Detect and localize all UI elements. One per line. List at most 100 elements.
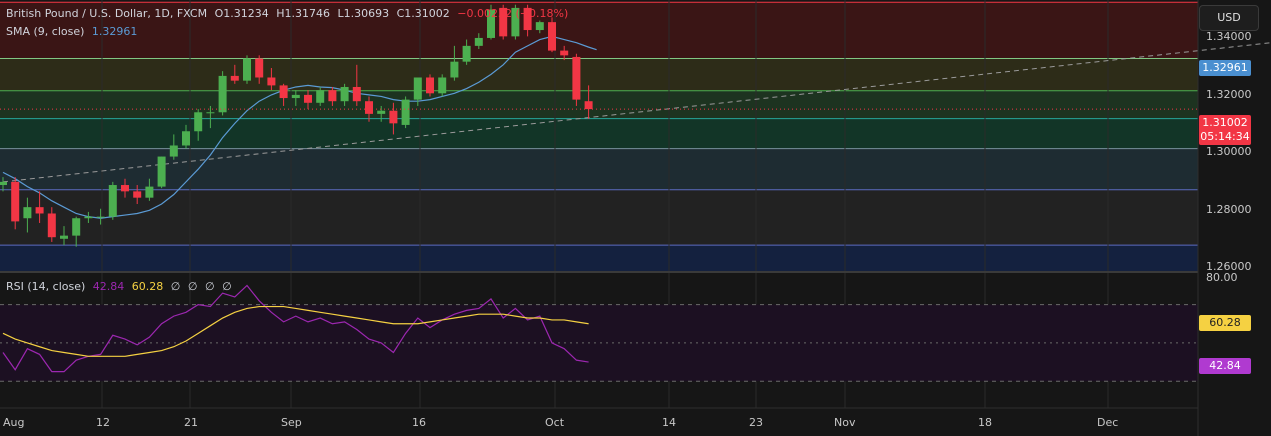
candle-body [389, 110, 398, 124]
candle-body [60, 235, 68, 239]
candle-body [218, 75, 227, 113]
candle-body [523, 7, 532, 31]
candle-body [499, 7, 508, 37]
candle-body [72, 218, 81, 236]
fib-zone-3 [0, 118, 1198, 149]
candle-body [304, 94, 312, 103]
candle-body [413, 77, 422, 100]
high-value: H1.31746 [276, 7, 330, 20]
candle-body [133, 191, 142, 198]
rsi-extra-1: ∅ [170, 280, 181, 293]
time-label-aug: Aug [3, 416, 25, 429]
time-label-dec: Dec [1097, 416, 1119, 429]
candle-body [535, 22, 544, 31]
candle-body [450, 61, 459, 78]
time-label-23: 23 [749, 416, 763, 429]
rsi-extra-2: ∅ [187, 280, 198, 293]
time-label-oct: Oct [545, 416, 565, 429]
change-value: −0.00232 (−0.18%) [457, 7, 569, 20]
rsi-extra-4: ∅ [222, 280, 232, 293]
candle-body [377, 110, 386, 114]
candle-body [182, 131, 190, 146]
candle-body [169, 145, 178, 157]
price-tick-2: 1.32000 [1206, 88, 1252, 101]
candle-body [11, 181, 20, 222]
time-label-nov: Nov [834, 416, 856, 429]
time-label-21: 21 [184, 416, 198, 429]
candle-body [243, 58, 251, 81]
price-tick-4: 1.28000 [1206, 203, 1252, 216]
rsi-legend[interactable]: RSI (14, close) 42.84 60.28 ∅ ∅ ∅ ∅ [6, 280, 236, 293]
candle-body [340, 86, 349, 102]
candle-body [267, 77, 276, 86]
sma-line-group [2, 35, 597, 219]
symbol-legend: British Pound / U.S. Dollar, 1D, FXCM O1… [6, 7, 572, 20]
fib-zone-0 [0, 2, 1198, 59]
sma-line [2, 35, 597, 219]
sma-label: SMA (9, close) [6, 25, 85, 38]
candle-body [157, 156, 166, 187]
symbol-name[interactable]: British Pound / U.S. Dollar, 1D, FXCM [6, 7, 208, 20]
time-label-12: 12 [96, 416, 110, 429]
fib-retracement-zones [0, 1, 1198, 272]
candle-body [560, 50, 569, 56]
sma-legend[interactable]: SMA (9, close) 1.32961 [6, 25, 141, 38]
rsi-ma-value: 60.28 [131, 280, 164, 293]
candle-body [230, 75, 239, 81]
countdown-value: 05:14:34 [1200, 130, 1250, 143]
rsi-tag: 42.84 [1199, 358, 1251, 374]
price-tick-5: 1.26000 [1206, 260, 1252, 273]
candle-body [47, 213, 56, 238]
open-value: O1.31234 [214, 7, 269, 20]
last-price-tag: 1.31002 05:14:34 [1199, 115, 1251, 145]
time-label-18: 18 [978, 416, 992, 429]
low-value: L1.30693 [337, 7, 390, 20]
time-label-16: 16 [412, 416, 426, 429]
fib-zone-2 [0, 90, 1198, 119]
candle-body [96, 216, 105, 218]
candle-body [548, 22, 556, 51]
rsi-ma-line [2, 305, 589, 357]
candle-body [23, 207, 32, 219]
rsi-pane [0, 284, 1198, 409]
rsi-value: 42.84 [92, 280, 125, 293]
currency-button[interactable]: USD [1199, 5, 1259, 31]
rsi-extra-3: ∅ [204, 280, 215, 293]
candle-body [365, 101, 373, 114]
candle-body [328, 90, 337, 102]
sma-price-tag: 1.32961 [1199, 60, 1251, 76]
candle-body [194, 112, 203, 132]
candle-body [35, 207, 44, 214]
candle-body [279, 85, 288, 99]
rsi-tick-80: 80.00 [1206, 271, 1238, 284]
rsi-line [2, 284, 589, 373]
candlestick-series [0, 4, 593, 247]
time-label-14: 14 [662, 416, 676, 429]
candle-body [0, 181, 7, 186]
candle-body [84, 216, 93, 219]
candle-body [121, 185, 129, 192]
candle-body [108, 185, 117, 217]
candle-body [511, 7, 520, 37]
fib-zone-1 [0, 58, 1198, 91]
candle-body [487, 9, 495, 38]
candle-body [426, 77, 434, 94]
candle-body [572, 56, 581, 100]
candle-body [584, 101, 593, 110]
sma-value: 1.32961 [91, 25, 138, 38]
candle-body [316, 90, 325, 103]
price-tick-3: 1.30000 [1206, 145, 1252, 158]
candle-body [474, 37, 483, 46]
candle-body [352, 86, 361, 102]
trend-line [2, 42, 1271, 183]
candle-body [401, 99, 410, 125]
candle-body [206, 112, 215, 114]
candle-body [438, 77, 447, 94]
close-value: C1.31002 [396, 7, 450, 20]
rsi-ma-tag: 60.28 [1199, 315, 1251, 331]
candle-body [462, 45, 471, 62]
time-label-sep: Sep [281, 416, 302, 429]
fib-zone-4 [0, 148, 1198, 190]
candle-body [291, 94, 300, 99]
